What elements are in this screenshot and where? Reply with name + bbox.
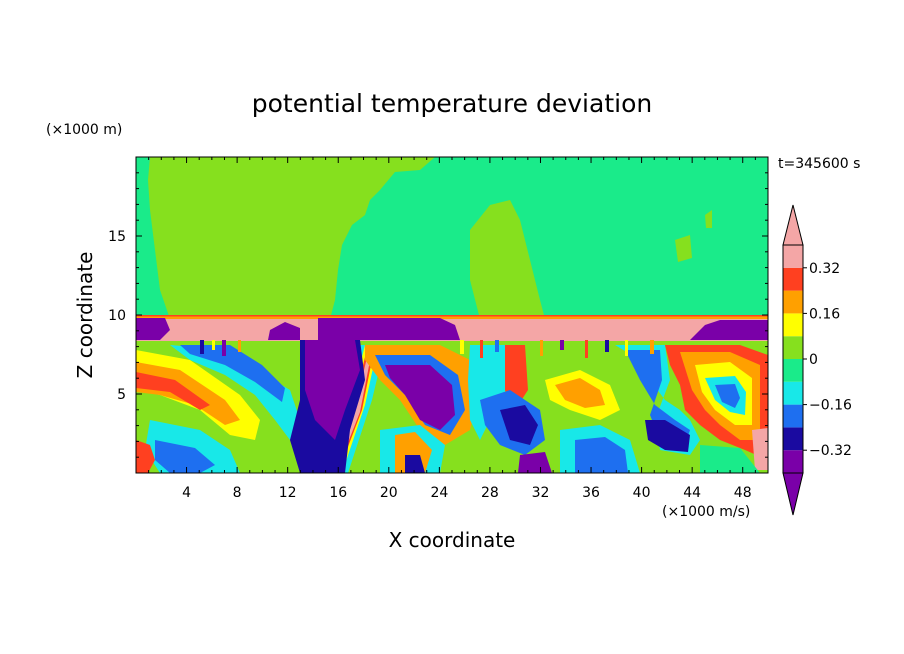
colorbar-tick-label: 0.16	[809, 306, 840, 322]
colorbar-segment	[783, 336, 803, 359]
central-orange-blob	[395, 432, 432, 473]
upper-lime-patch	[470, 200, 545, 319]
y-tick-label: 15	[108, 229, 126, 245]
colorbar-segment	[783, 267, 803, 291]
inversion-purple-cell	[690, 320, 768, 340]
y-axis-ticks: 5 10 15	[108, 172, 768, 458]
x-tick-label: 4	[182, 485, 191, 501]
right-blue-vortex	[625, 350, 690, 445]
x-tick-label: 36	[582, 485, 600, 501]
central-purple-vortex	[385, 365, 455, 430]
colorbar-tick-label: 0.32	[809, 261, 840, 277]
colorbar-segment	[783, 290, 803, 314]
colorbar-tick-label: −0.32	[809, 443, 852, 459]
colorbar-tick-label: 0	[809, 352, 818, 368]
colorbar-segment	[783, 359, 803, 382]
x-tick-label: 40	[633, 485, 651, 501]
right-blue-vortex	[715, 384, 740, 408]
inversion-purple-cell	[268, 322, 300, 340]
y-units-label: (×1000 m)	[46, 122, 122, 138]
chart-title: potential temperature deviation	[252, 89, 652, 118]
time-label: t=345600 s	[778, 156, 860, 172]
colorbar-segment	[783, 381, 803, 405]
x-tick-label: 24	[430, 485, 448, 501]
mid-purple-blob	[518, 452, 552, 473]
colorbar-segment	[783, 313, 803, 337]
colorbar-segment	[783, 450, 803, 473]
mid-orange-blob	[555, 378, 605, 408]
inversion-purple-cell	[136, 318, 170, 340]
colorbar-segment	[783, 245, 803, 268]
x-tick-label: 16	[329, 485, 347, 501]
inversion-purple-cell	[318, 318, 460, 340]
upper-lime-patch	[705, 210, 712, 228]
mid-blue-blob	[575, 437, 628, 473]
upper-lime-patch	[240, 280, 300, 319]
mid-cyan-region	[468, 345, 505, 440]
central-navy-blob	[405, 455, 425, 473]
contour-field	[136, 157, 768, 473]
right-pink-blob	[752, 428, 768, 470]
colorbar-extend-bottom	[782, 472, 804, 516]
x-tick-label: 44	[683, 485, 701, 501]
right-navy-vortex	[645, 420, 690, 452]
y-tick-label: 10	[108, 308, 126, 324]
x-axis-ticks: 4 8 12 16 20 24 28 32 36 40 44 48	[148, 157, 756, 501]
y-tick-label: 5	[117, 387, 126, 403]
colorbar-extend-top	[782, 204, 804, 246]
colorbar: 0.32 0.16 0 −0.16 −0.32	[782, 204, 852, 516]
right-green-region	[700, 445, 760, 473]
y-axis-label: Z coordinate	[73, 252, 97, 379]
lower-red-band	[136, 440, 155, 473]
x-tick-label: 28	[481, 485, 499, 501]
x-tick-label: 12	[279, 485, 297, 501]
mid-navy-blob	[500, 405, 538, 445]
upper-lime-patch	[675, 235, 692, 262]
x-tick-label: 20	[380, 485, 398, 501]
colorbar-segment	[783, 404, 803, 428]
lower-blue-swirl	[155, 440, 215, 473]
lower-red-band	[136, 372, 210, 410]
x-tick-label: 32	[532, 485, 550, 501]
colorbar-segment	[783, 427, 803, 451]
x-tick-label: 8	[233, 485, 242, 501]
x-units-label: (×1000 m/s)	[662, 504, 750, 520]
central-purple-vortex	[305, 340, 360, 440]
inversion-top-line	[136, 315, 768, 317]
fringe-turbulence	[200, 340, 654, 358]
x-tick-label: 48	[734, 485, 752, 501]
colorbar-tick-label: −0.16	[809, 398, 852, 414]
x-axis-label: X coordinate	[389, 528, 516, 552]
lower-blue-swirl	[180, 345, 285, 402]
upper-lime-patch	[148, 157, 435, 319]
inversion-top-line	[136, 316, 768, 319]
